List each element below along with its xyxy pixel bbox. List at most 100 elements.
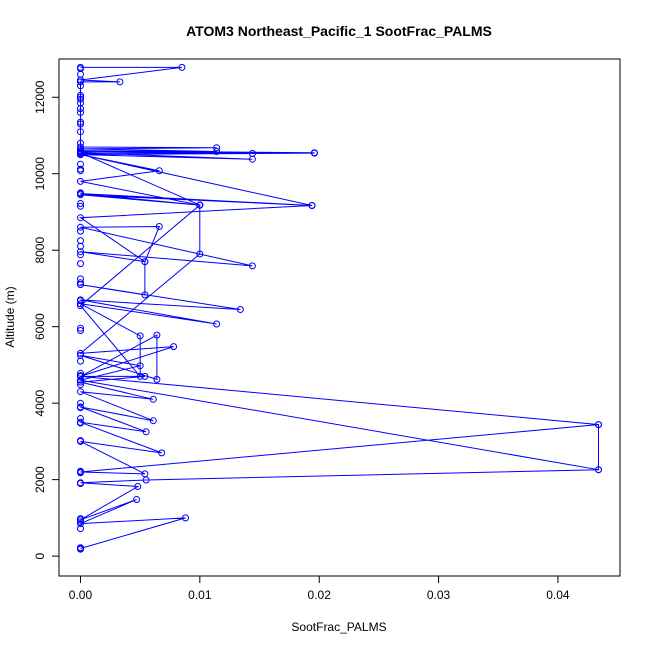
data-point	[77, 381, 84, 389]
data-point	[178, 63, 186, 71]
data-point	[77, 324, 84, 332]
data-point	[77, 297, 84, 305]
data-point	[236, 306, 244, 313]
data-point	[77, 415, 84, 422]
data-point	[248, 150, 256, 157]
data-point	[142, 428, 150, 436]
data-point	[136, 362, 144, 370]
data-point	[77, 388, 84, 396]
data-point	[77, 91, 84, 99]
data-point	[213, 148, 221, 155]
data-point	[77, 275, 84, 283]
data-point	[77, 279, 84, 287]
data-point	[77, 357, 84, 365]
plot-frame	[58, 58, 621, 577]
x-tick-label: 0.03	[427, 588, 451, 602]
x-axis: 0.00 0.01 0.02 0.03 0.04	[69, 575, 570, 602]
data-point	[77, 520, 84, 528]
data-point	[77, 480, 84, 487]
data-point	[77, 189, 84, 197]
data-point	[77, 404, 84, 412]
data-point	[213, 320, 221, 328]
data-point	[116, 78, 124, 86]
data-point	[77, 544, 84, 552]
data-point	[77, 223, 84, 231]
data-point	[158, 449, 166, 457]
data-point	[134, 483, 142, 490]
x-axis-label: SootFrac_PALMS	[291, 620, 386, 634]
y-axis-label: Altitude (m)	[3, 286, 17, 347]
data-point	[141, 372, 149, 380]
data-point	[77, 515, 84, 523]
data-point	[182, 514, 189, 522]
data-point	[77, 260, 84, 268]
data-point	[77, 369, 84, 377]
data-point	[77, 109, 84, 116]
data-point	[77, 165, 84, 173]
data-point	[133, 496, 141, 503]
data-point	[141, 470, 149, 478]
data-point	[77, 78, 84, 86]
data-point	[77, 525, 84, 533]
data-point	[196, 250, 204, 258]
data-point	[77, 99, 84, 107]
data-point	[153, 331, 161, 339]
data-point	[77, 227, 84, 235]
data-point	[170, 343, 178, 351]
y-tick-label: 6000	[33, 313, 47, 340]
data-point	[141, 258, 149, 266]
data-point	[77, 399, 84, 407]
data-point	[155, 167, 163, 175]
data-point	[77, 200, 84, 207]
data-point	[196, 201, 204, 209]
data-point	[77, 437, 84, 445]
x-tick-label: 0.01	[188, 588, 212, 602]
series-line	[78, 66, 599, 549]
y-tick-label: 12000	[33, 80, 47, 114]
data-point	[77, 118, 84, 126]
data-point	[77, 376, 84, 384]
data-point	[595, 421, 602, 429]
data-point	[77, 202, 84, 210]
data-point	[155, 223, 163, 230]
data-point	[213, 144, 221, 152]
data-point	[77, 120, 84, 128]
y-tick-label: 0	[33, 552, 47, 559]
data-point	[77, 65, 84, 73]
x-tick-label: 0.04	[546, 588, 570, 602]
data-point	[77, 467, 84, 475]
data-point	[77, 143, 84, 151]
y-tick-label: 4000	[33, 389, 47, 416]
data-point	[77, 237, 84, 245]
data-point	[77, 248, 84, 256]
data-point	[136, 372, 144, 380]
data-point	[595, 466, 602, 474]
data-point	[77, 214, 84, 222]
data-point	[77, 372, 84, 380]
y-axis: 0 2000 4000 6000 8000 10000 12000	[33, 80, 60, 559]
data-point	[153, 375, 161, 383]
data-point	[77, 327, 84, 334]
soot-fraction-series	[77, 63, 602, 553]
data-point	[77, 150, 84, 158]
data-point	[141, 291, 149, 299]
data-point	[77, 177, 84, 185]
data-point	[136, 332, 144, 340]
y-tick-label: 10000	[33, 157, 47, 191]
data-point	[308, 202, 316, 209]
data-point	[77, 147, 84, 155]
data-point	[77, 128, 84, 136]
data-point	[77, 160, 84, 168]
data-point	[77, 518, 84, 526]
data-point	[77, 251, 84, 259]
data-point	[77, 300, 84, 308]
data-point	[149, 417, 157, 425]
data-point	[149, 395, 157, 403]
chart-title: ATOM3 Northeast_Pacific_1 SootFrac_PALMS	[186, 23, 492, 39]
y-tick-label: 2000	[33, 466, 47, 493]
x-tick-label: 0.00	[69, 588, 93, 602]
y-tick-label: 8000	[33, 237, 47, 264]
data-point	[77, 95, 84, 103]
data-point	[77, 349, 84, 357]
